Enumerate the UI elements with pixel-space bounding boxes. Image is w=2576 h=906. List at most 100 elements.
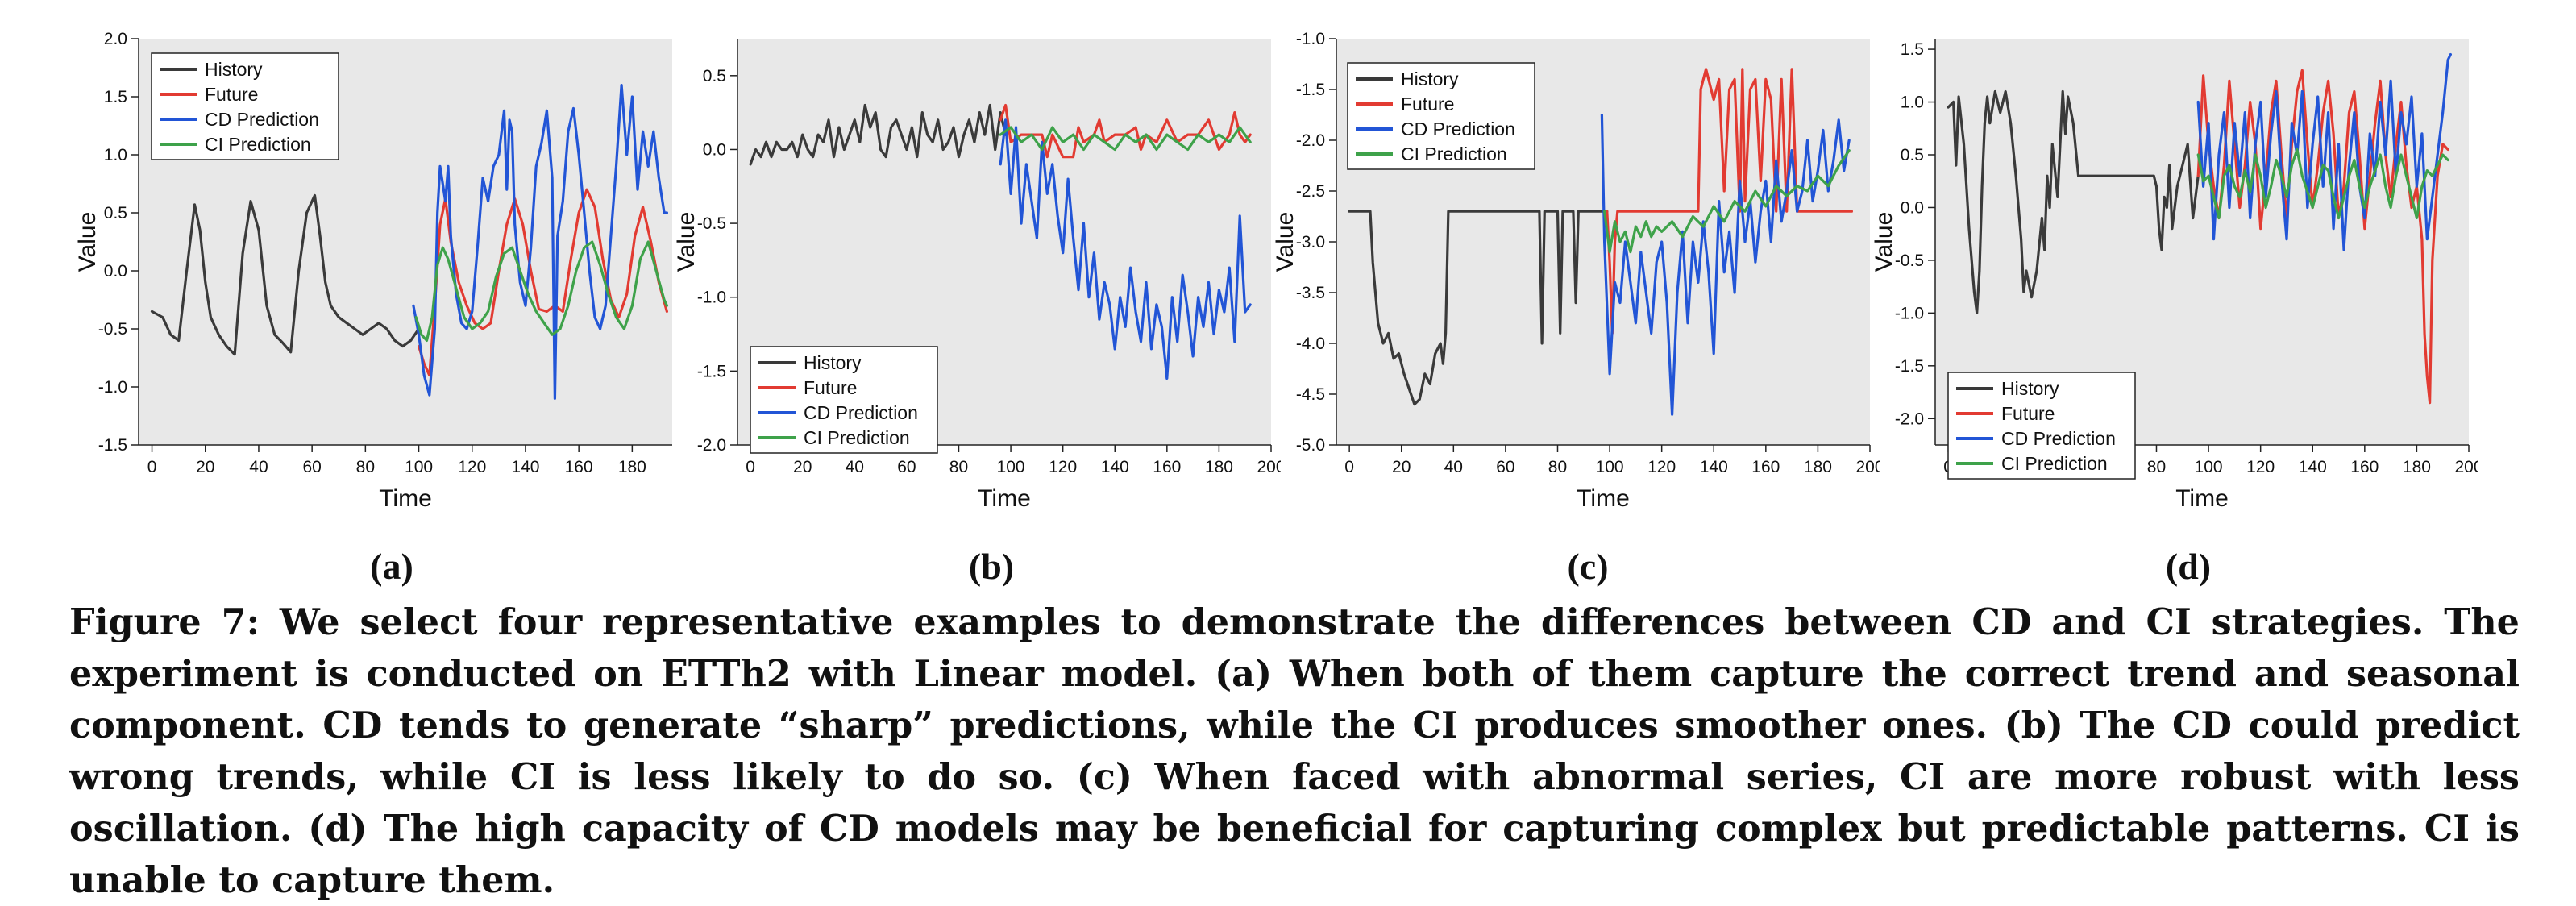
y-tick-label: 2.0 [104, 30, 127, 48]
series-line-history [1947, 89, 2200, 314]
y-tick-label: 1.5 [104, 88, 127, 106]
y-tick-label: -0.5 [697, 214, 726, 233]
y-tick-label: -3.5 [1296, 284, 1325, 302]
y-tick-label: 1.0 [104, 146, 127, 164]
y-tick-label: -1.0 [1895, 304, 1924, 322]
x-tick-label: 40 [249, 458, 268, 476]
x-tick-label: 20 [1392, 458, 1411, 476]
x-tick-label: 60 [302, 458, 321, 476]
x-tick-label: 40 [1444, 458, 1463, 476]
series-line-ci-prediction [999, 126, 1252, 152]
y-tick-label: 0.5 [703, 67, 726, 85]
y-tick-label: -4.5 [1296, 385, 1325, 404]
y-tick-label: -4.0 [1296, 335, 1325, 353]
y-tick-label: -3.0 [1296, 233, 1325, 251]
legend-label: CI Prediction [205, 134, 311, 155]
x-tick-label: 100 [405, 458, 433, 476]
legend-label: CI Prediction [1401, 143, 1507, 164]
x-axis-label: Time [379, 485, 432, 512]
series-line-ci-prediction [2196, 148, 2449, 220]
legend-label: History [804, 352, 862, 373]
legend-label: CI Prediction [804, 427, 910, 448]
x-tick-label: 160 [1153, 458, 1181, 476]
x-tick-label: 80 [2147, 458, 2166, 476]
x-axis-label: Time [978, 485, 1031, 512]
x-tick-label: 200 [2454, 458, 2478, 476]
legend-label: CD Prediction [205, 109, 319, 130]
series-line-future [1606, 68, 1854, 335]
y-tick-label: 1.0 [1901, 94, 1924, 112]
chart-c: 0 20 40 60 80 100 120 140 160 180 200 -5.0 -4.5 -4.0 -… [1272, 30, 1880, 512]
x-tick-label: 140 [2299, 458, 2327, 476]
x-tick-label: 180 [2403, 458, 2431, 476]
series-line-history [1348, 210, 1609, 406]
x-tick-label: 60 [1496, 458, 1514, 476]
figure-caption: Figure 7: We select four representative … [69, 601, 2520, 901]
panel-label-b: (b) [968, 546, 1015, 587]
legend-label: CD Prediction [804, 402, 918, 423]
x-tick-label: 80 [949, 458, 968, 476]
series-line-cd-prediction [1600, 113, 1851, 416]
series-line-cd-prediction [2196, 52, 2453, 251]
x-axis-label: Time [1577, 485, 1630, 512]
y-tick-label: -1.0 [1296, 30, 1325, 48]
y-tick-label: 0.0 [703, 140, 726, 159]
y-tick-label: -5.0 [1296, 436, 1325, 455]
chart-b: 0 20 40 60 80 100 120 140 160 180 200 -2.0 -1.5 -1.0 -… [673, 39, 1281, 512]
y-tick-label: 0.5 [1901, 146, 1924, 164]
x-tick-label: 0 [147, 458, 157, 476]
chart-panel-a: 0 20 40 60 80 100 120 140 160 180 -1.5 -1.0 -0.5 0.0 0… [69, 24, 682, 540]
legend-label: Future [804, 377, 857, 398]
x-tick-label: 180 [618, 458, 646, 476]
chart-d: 020406080100120140160180200-2.0-1.5-1.0-… [1871, 39, 2478, 512]
y-tick-label: -0.5 [98, 320, 127, 339]
y-tick-label: -2.0 [697, 436, 726, 455]
x-tick-label: 160 [565, 458, 593, 476]
legend-label: History [1401, 69, 1459, 89]
x-tick-label: 60 [897, 458, 916, 476]
chart-panel-b: 0 20 40 60 80 100 120 140 160 180 200 -2.0 -1.5 -1.0 -… [668, 24, 1281, 540]
series-line-ci-prediction [1603, 149, 1851, 254]
x-tick-label: 140 [511, 458, 539, 476]
series-line-future [999, 103, 1252, 159]
x-tick-label: 20 [793, 458, 812, 476]
y-tick-label: -2.0 [1895, 409, 1924, 428]
legend-label: History [2001, 378, 2059, 399]
panel-label-d: (d) [2165, 546, 2212, 587]
legend-label: History [205, 59, 263, 80]
legend: History Future CD Prediction CI Prediction [1347, 62, 1535, 170]
legend-label: Future [2001, 403, 2055, 424]
legend-label: CI Prediction [2001, 453, 2108, 474]
x-tick-label: 160 [1751, 458, 1780, 476]
x-tick-label: 20 [196, 458, 214, 476]
x-tick-label: 180 [1205, 458, 1233, 476]
x-tick-label: 80 [356, 458, 375, 476]
legend-label: CD Prediction [1401, 118, 1515, 139]
chart-panel-d: 020406080100120140160180200-2.0-1.5-1.0-… [1866, 24, 2478, 540]
series-line-cd-prediction [999, 118, 1252, 380]
x-tick-label: 100 [2195, 458, 2223, 476]
x-tick-label: 200 [1257, 458, 1281, 476]
x-tick-label: 200 [1855, 458, 1880, 476]
x-tick-label: 120 [1647, 458, 1676, 476]
y-tick-label: -2.5 [1296, 182, 1325, 201]
legend: History Future CD Prediction CI Prediction [750, 346, 938, 454]
x-tick-label: 140 [1101, 458, 1129, 476]
legend-label: CD Prediction [2001, 428, 2116, 449]
y-tick-label: -1.0 [697, 289, 726, 307]
x-tick-label: 140 [1700, 458, 1728, 476]
y-tick-label: -1.0 [98, 378, 127, 397]
x-tick-label: 100 [1596, 458, 1624, 476]
x-tick-label: 80 [1548, 458, 1567, 476]
y-axis-label: Value [1272, 212, 1298, 272]
y-tick-label: -0.5 [1895, 251, 1924, 270]
y-tick-label: 1.5 [1901, 40, 1924, 59]
y-tick-label: -1.5 [98, 436, 127, 455]
x-axis-label: Time [2175, 485, 2229, 512]
x-tick-label: 120 [1049, 458, 1077, 476]
x-tick-label: 180 [1804, 458, 1832, 476]
series-line-history [749, 103, 1008, 166]
y-axis-label: Value [1871, 212, 1897, 272]
chart-panel-c: 0 20 40 60 80 100 120 140 160 180 200 -5.0 -4.5 -4.0 -… [1267, 24, 1880, 540]
